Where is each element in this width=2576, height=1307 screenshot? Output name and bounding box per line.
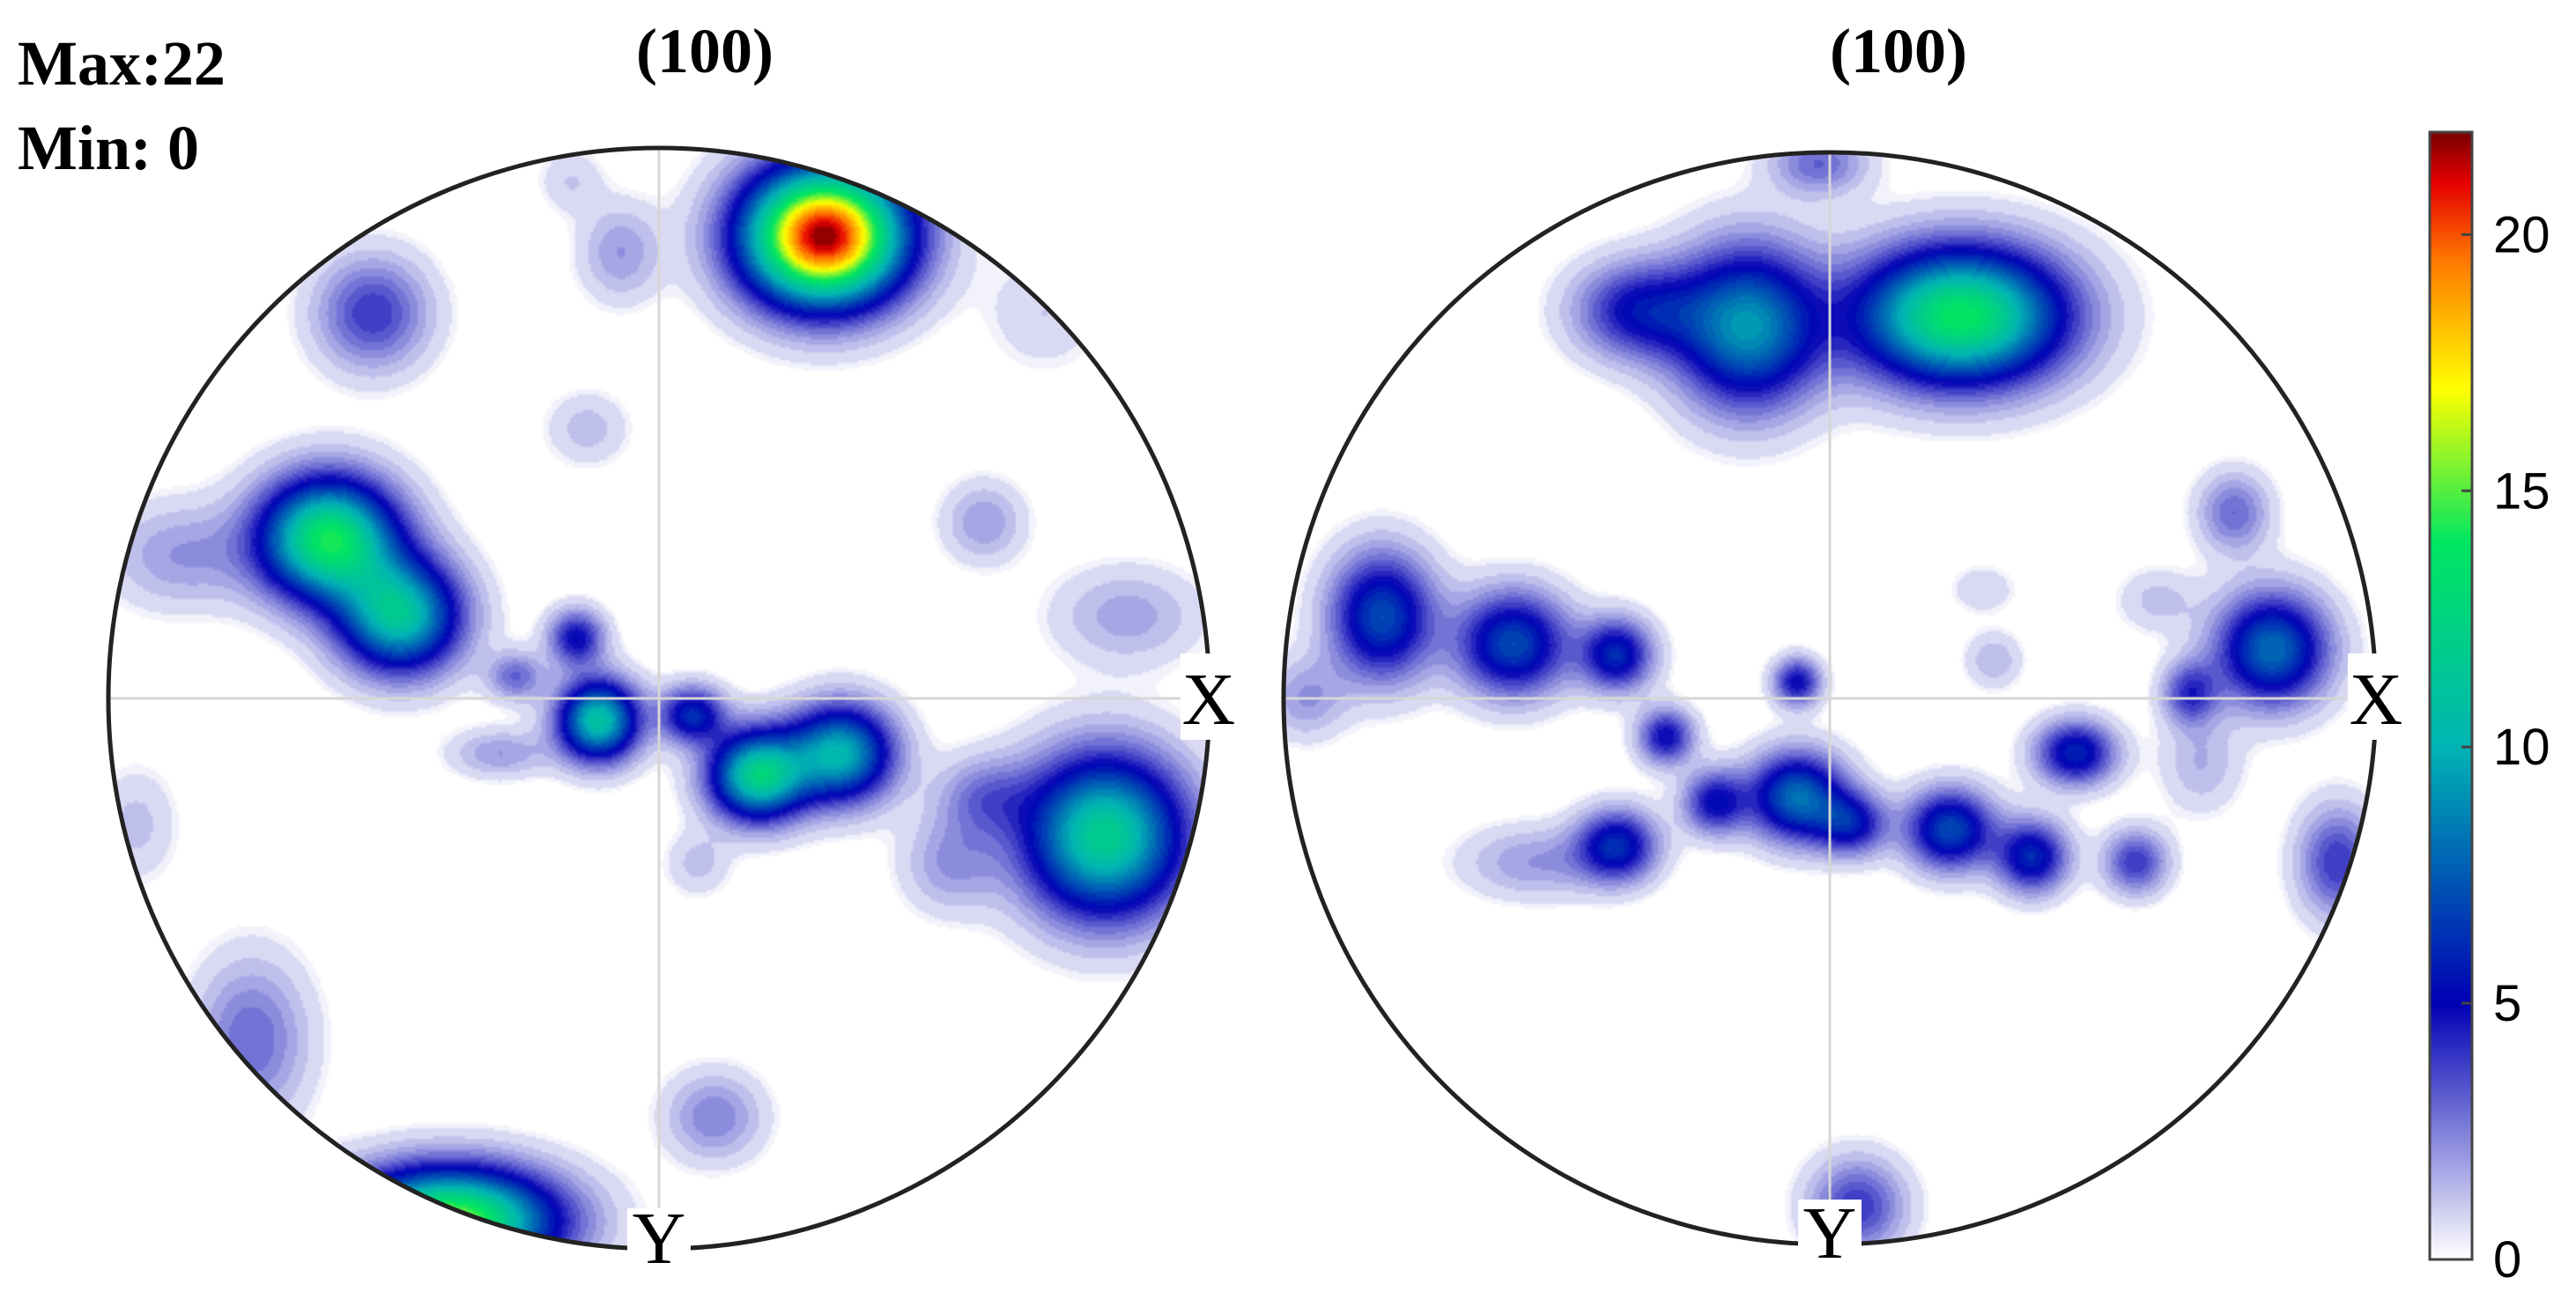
colorbar: 0 5 10 15 20 (2428, 130, 2550, 1289)
pole-figure-left-x-label: X (1182, 659, 1236, 741)
colorbar-ticks: 0 5 10 15 20 (2461, 206, 2550, 1289)
pole-figure-right-y-label-bg (1798, 1200, 1862, 1286)
pole-figure-right-title: (100) (1830, 16, 1967, 86)
max-label: Max:22 (18, 28, 226, 99)
pole-figure-right-y-label: Y (1803, 1193, 1857, 1274)
min-label: Min: 0 (18, 113, 199, 183)
pole-figure-left-y-label-bg (627, 1208, 691, 1295)
pole-figure-left-x-label-bg (1181, 654, 1239, 740)
pole-figure-right-grid (1284, 152, 2376, 1244)
colorbar-tick-label: 10 (2493, 719, 2550, 776)
pole-figure-right-x-label: X (2350, 659, 2403, 741)
pole-figure-left-grid (108, 148, 1210, 1249)
colorbar-gradient (2428, 130, 2474, 1261)
pole-figure-left: (100) X Y (106, 16, 1239, 1295)
pole-figure-left-title: (100) (636, 16, 774, 86)
colorbar-tick-label: 0 (2493, 1231, 2521, 1289)
colorbar-tick-label: 20 (2493, 206, 2550, 263)
pole-figure-left-y-label: Y (633, 1198, 686, 1280)
pole-figure-right: (100) X Y (1281, 16, 2406, 1286)
colorbar-tick-label: 5 (2493, 975, 2521, 1032)
colorbar-tick-label: 15 (2493, 462, 2550, 520)
pole-figure-right-x-label-bg (2348, 654, 2406, 740)
